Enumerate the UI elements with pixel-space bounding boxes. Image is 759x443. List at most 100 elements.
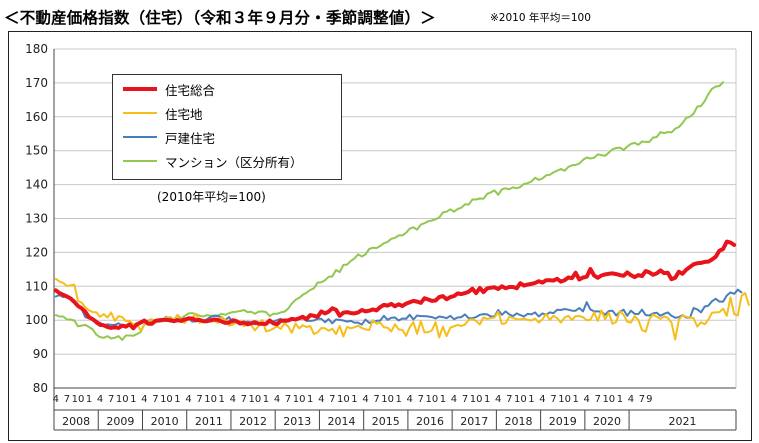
x-tick-label: 4 [584,394,590,405]
legend-swatch-residential-total [123,87,157,91]
x-tick-label: 1 [395,394,401,405]
year-label: 2018 [504,415,532,428]
year-label: 2019 [549,415,577,428]
series-line-residential-total [53,239,737,331]
x-tick-label: 7 [152,394,158,405]
x-tick-label: 7 [241,394,247,405]
x-tick-label: 10 [381,394,394,405]
x-tick-label: 4 [495,394,501,405]
x-tick-label: 7 [418,394,424,405]
x-tick-label: 1 [484,394,490,405]
x-tick-label: 4 [628,394,634,405]
x-tick-label: 4 [407,394,413,405]
legend-label: 戸建住宅 [165,130,216,146]
y-tick-label: 130 [25,212,48,226]
y-tick-label: 140 [25,178,48,192]
x-tick-label: 10 [249,394,262,405]
x-tick-label: 4 [274,394,280,405]
legend-note: (2010年平均=100) [157,190,266,204]
legend-item-detached-house: 戸建住宅 [123,128,215,146]
x-tick-label: 4 [97,394,103,405]
x-tick-label: 10 [337,394,350,405]
year-label: 2012 [239,415,267,428]
y-tick-label: 170 [25,76,48,90]
base-year-note: ※2010 年平均＝100 [490,12,591,24]
x-tick-label: 7 [285,394,291,405]
x-tick-label: 1 [307,394,313,405]
x-tick-label: 10 [514,394,527,405]
legend-swatch-detached-house [123,136,157,138]
x-tick-label: 1 [219,394,225,405]
header: ＜不動産価格指数（住宅）（令和３年９月分・季節調整値）＞ ※2010 年平均＝1… [4,6,754,30]
x-tick-label: 1 [263,394,269,405]
x-tick-label: 10 [425,394,438,405]
x-tick-label: 4 [451,394,457,405]
x-tick-label: 4 [362,394,368,405]
x-tick-label: 1 [440,394,446,405]
legend-label: 住宅地 [165,106,203,122]
year-label: 2016 [416,415,444,428]
x-tick-label: 4 [318,394,324,405]
x-tick-label: 4 [53,394,59,405]
x-tick-label: 1 [130,394,136,405]
year-label: 2013 [283,415,311,428]
x-tick-label: 4 [141,394,147,405]
x-tick-label: 10 [160,394,173,405]
year-label: 2008 [62,415,90,428]
y-tick-label: 110 [25,279,48,293]
x-tick-label: 10 [470,394,483,405]
x-tick-label: 1 [528,394,534,405]
x-tick-label: 10 [116,394,129,405]
x-tick-label: 10 [204,394,217,405]
x-tick-label: 1 [86,394,92,405]
x-tick-label: 10 [72,394,85,405]
year-label: 2020 [593,415,621,428]
legend-item-residential-total: 住宅総合 [123,80,215,98]
legend-item-condominium: マンション（区分所有） [123,152,303,170]
x-tick-label: 1 [617,394,623,405]
year-label: 2010 [151,415,179,428]
x-tick-label: 7 [506,394,512,405]
year-label: 2009 [106,415,134,428]
year-label: 2021 [669,415,697,428]
series-line-residential-land [54,277,750,341]
page-title: ＜不動産価格指数（住宅）（令和３年９月分・季節調整値）＞ [4,9,436,27]
y-tick-label: 150 [25,144,48,158]
y-tick-label: 160 [25,110,48,124]
x-tick-label: 7 [373,394,379,405]
x-tick-label: 1 [174,394,180,405]
x-tick-label: 4 [230,394,236,405]
x-tick-label: 10 [602,394,615,405]
x-tick-label: 7 [329,394,335,405]
x-tick-label: 7 [64,394,70,405]
chart-frame: 80 90 100 110 120 130 140 150 160 170 180 4 7 10 1 2008… [8,31,752,441]
x-tick-label: 1 [572,394,578,405]
legend: 住宅総合 住宅地 戸建住宅 マンション（区分所有） [112,74,342,180]
y-tick-label: 120 [25,245,48,259]
legend-label: 住宅総合 [165,82,216,98]
x-tick-label: 4 [185,394,191,405]
x-tick-label: 9 [646,394,652,405]
x-tick-label: 1 [351,394,357,405]
y-tick-label: 100 [25,313,48,327]
legend-swatch-residential-land [123,112,157,114]
legend-label: マンション（区分所有） [165,154,303,170]
legend-item-residential-land: 住宅地 [123,104,203,122]
x-tick-label: 4 [539,394,545,405]
x-tick-label: 7 [462,394,468,405]
y-tick-label: 180 [25,42,48,56]
year-label: 2017 [460,415,488,428]
year-label: 2014 [328,415,356,428]
x-tick-label: 7 [196,394,202,405]
x-tick-label: 7 [108,394,114,405]
year-label: 2011 [195,415,223,428]
year-label: 2015 [372,415,400,428]
x-tick-label: 7 [595,394,601,405]
x-tick-label: 10 [293,394,306,405]
legend-swatch-condominium [123,160,157,162]
x-tick-label: 7 [550,394,556,405]
x-tick-label: 10 [558,394,571,405]
y-tick-label: 80 [33,381,48,395]
y-tick-label: 90 [33,347,48,361]
